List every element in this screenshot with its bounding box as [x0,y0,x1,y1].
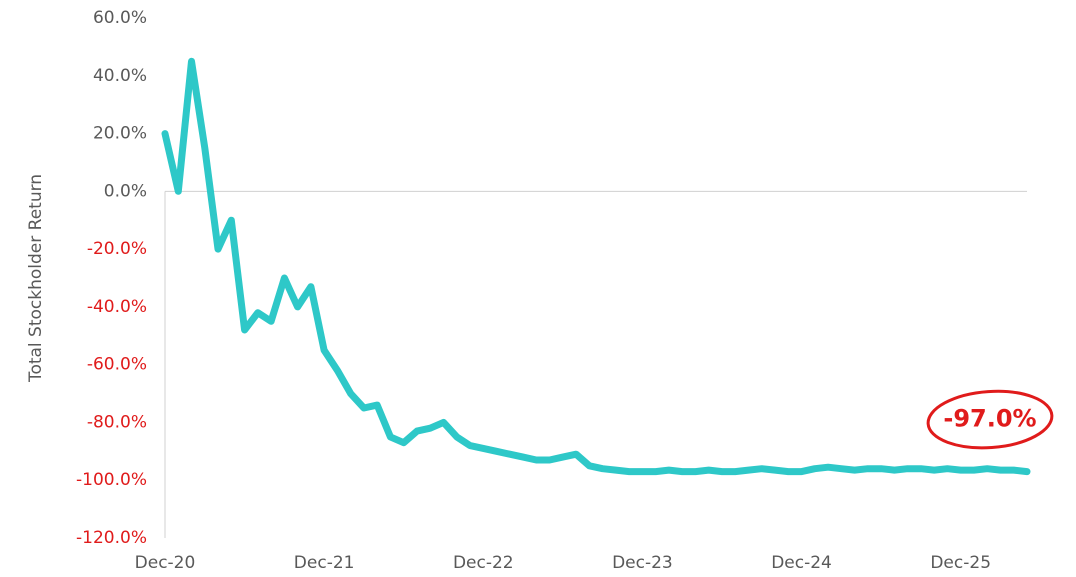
y-tick-label: -20.0% [87,239,147,259]
y-tick-label: -80.0% [87,412,147,432]
y-tick-label: -60.0% [87,355,147,375]
x-tick-label: Dec-25 [930,553,991,573]
x-tick-label: Dec-22 [453,553,514,573]
annotation-circle [926,389,1054,450]
x-tick-label: Dec-24 [771,553,832,573]
data-line [161,57,1031,476]
y-tick-label: -120.0% [76,528,147,548]
x-tick-label: Dec-21 [294,553,355,573]
y-tick-label: -100.0% [76,470,147,490]
x-tick-label: Dec-23 [612,553,673,573]
y-tick-label: -40.0% [87,297,147,317]
y-axis-title: Total Stockholder Return [26,174,46,383]
annotation-text: -97.0% [943,405,1036,433]
y-tick-label: 40.0% [93,66,147,86]
y-tick-label: 60.0% [93,8,147,28]
y-tick-label: 0.0% [104,181,147,201]
x-tick-label: Dec-20 [135,553,196,573]
y-tick-label: 20.0% [93,124,147,144]
